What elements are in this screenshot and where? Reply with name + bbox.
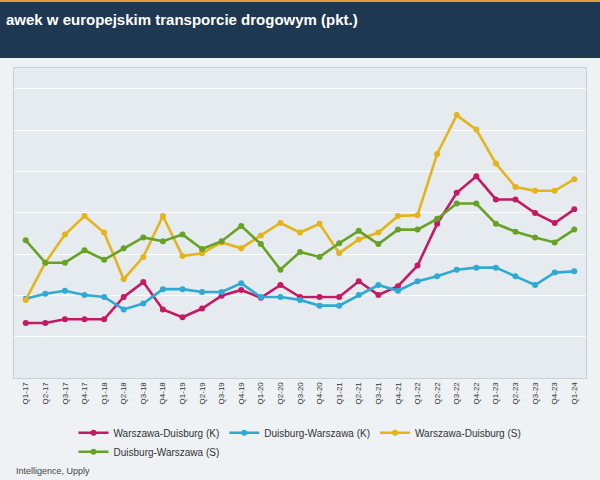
svg-text:Q4-17: Q4-17: [80, 382, 89, 405]
html-text:awek w europejskim transporcie: awek w europejskim transporcie drogowym …: [6, 11, 358, 28]
svg-text:Duisburg-Warszawa (S): Duisburg-Warszawa (S): [114, 447, 220, 458]
svg-text:Warszawa-Duisburg (S): Warszawa-Duisburg (S): [415, 428, 521, 439]
svg-text:Q1-18: Q1-18: [100, 382, 109, 405]
svg-text:Q3-23: Q3-23: [531, 382, 540, 405]
svg-text:Q3-21: Q3-21: [374, 382, 383, 405]
svg-text:Q2-20: Q2-20: [276, 382, 285, 405]
svg-text:Q2-19: Q2-19: [198, 382, 207, 405]
svg-text:Q2-17: Q2-17: [41, 382, 50, 405]
svg-text:Q1-23: Q1-23: [491, 382, 500, 405]
svg-text:Q2-18: Q2-18: [119, 382, 128, 405]
svg-text:Q2-22: Q2-22: [433, 382, 442, 405]
svg-text:Q3-19: Q3-19: [217, 382, 226, 405]
svg-text:Q4-18: Q4-18: [158, 382, 167, 405]
svg-text:Q3-17: Q3-17: [61, 382, 70, 405]
svg-text:Q4-19: Q4-19: [237, 382, 246, 405]
svg-text:Intelligence, Upply: Intelligence, Upply: [16, 466, 90, 476]
svg-text:Q2-23: Q2-23: [511, 382, 520, 405]
svg-text:Q4-21: Q4-21: [394, 382, 403, 405]
svg-text:Q4-23: Q4-23: [550, 382, 559, 405]
svg-text:Q1-21: Q1-21: [335, 382, 344, 405]
svg-text:Q4-20: Q4-20: [315, 382, 324, 405]
svg-text:Q2-21: Q2-21: [354, 382, 363, 405]
svg-text:Q1-19: Q1-19: [178, 382, 187, 405]
svg-text:Q3-22: Q3-22: [452, 382, 461, 405]
svg-text:Q3-20: Q3-20: [296, 382, 305, 405]
svg-text:Q4-22: Q4-22: [472, 382, 481, 405]
svg-text:Q1-24: Q1-24: [570, 382, 579, 405]
svg-text:Warszawa-Duisburg (K): Warszawa-Duisburg (K): [114, 428, 220, 439]
svg-text:Q1-17: Q1-17: [21, 382, 30, 405]
svg-text:Q1-22: Q1-22: [413, 382, 422, 405]
svg-text:Q3-18: Q3-18: [139, 382, 148, 405]
svg-text:Duisburg-Warszawa (K): Duisburg-Warszawa (K): [264, 428, 370, 439]
svg-text:Q1-20: Q1-20: [256, 382, 265, 405]
